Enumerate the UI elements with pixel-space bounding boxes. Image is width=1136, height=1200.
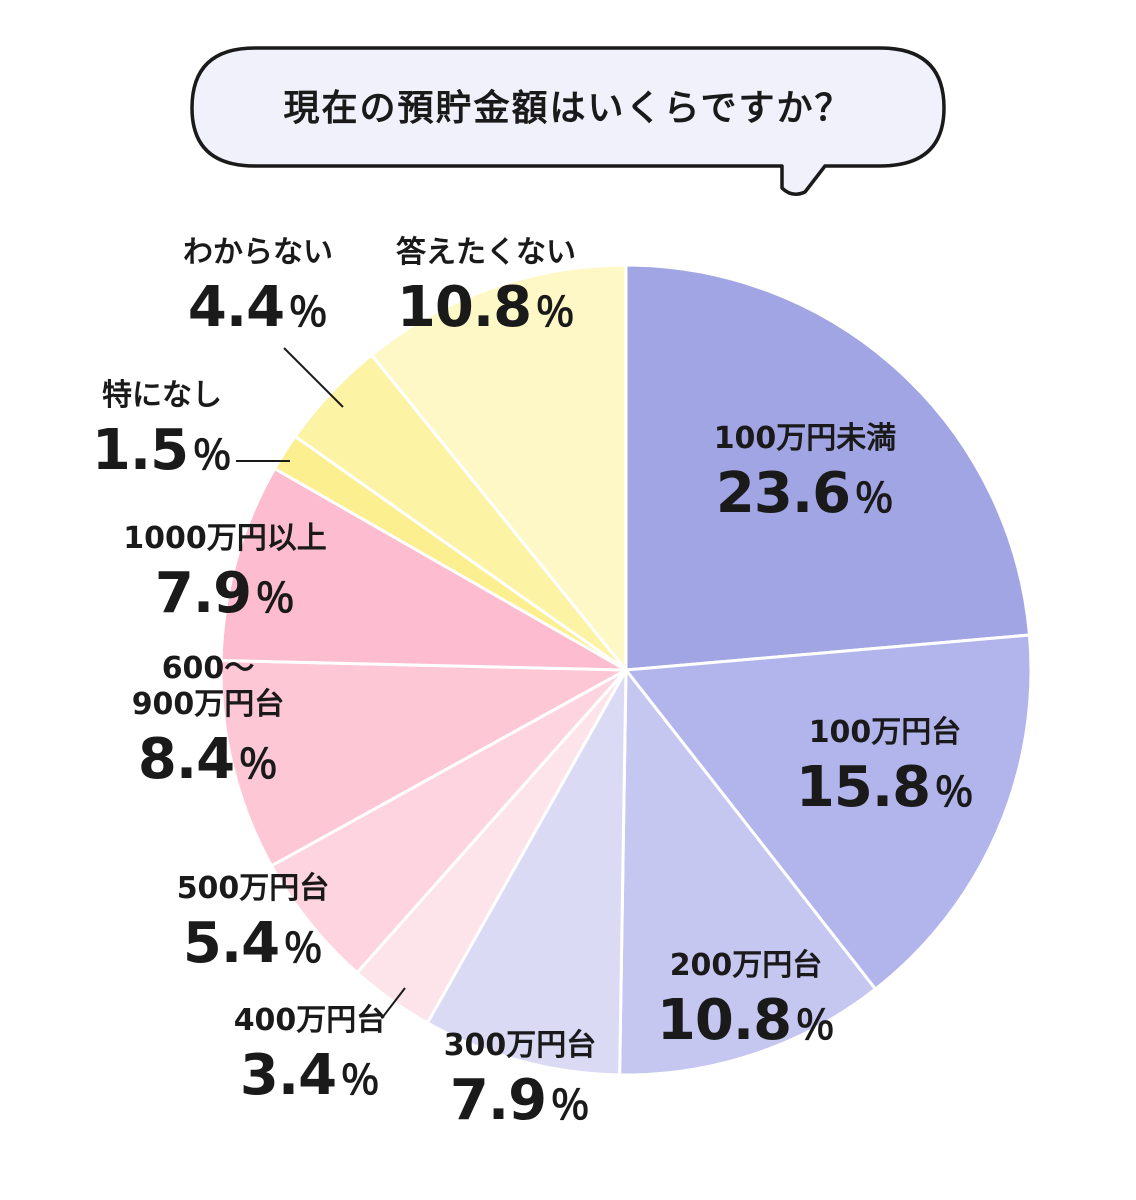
slice-value-3: 7.9 ％ [450,1068,590,1133]
slice-label-6: 600～ 900万円台 [132,651,285,722]
slice-label-8: 特になし [102,378,222,413]
slice-value-4: 3.4 ％ [240,1043,380,1108]
slice-label-0: 100万円未満 [714,421,897,456]
chart-title: 現在の預貯金額はいくらですか？ [284,87,853,129]
slice-value-7: 7.9 ％ [155,561,295,626]
slice-value-6: 8.4 ％ [138,727,278,792]
pie-slice-5 [270,668,628,975]
leader-line-4 [381,987,406,1019]
leader-line-9 [283,347,344,408]
slice-value-0: 23.6 ％ [716,461,894,526]
pie-slice-3 [425,668,628,1077]
pie-slice-2 [618,668,877,1077]
pie-slice-7 [219,467,628,672]
slice-value-5: 5.4 ％ [183,911,323,976]
slice-value-9: 4.4 ％ [188,275,328,340]
slice-value-1: 15.8 ％ [796,755,974,820]
slice-value-8: 1.5 ％ [92,418,232,483]
slice-label-5: 500万円台 [177,871,330,906]
pie-slice-1 [624,633,1033,991]
slice-label-1: 100万円台 [809,715,962,750]
slice-labels: 100万円未満 23.6 ％ 100万円台 15.8 ％ 200万円台 10.8 ％ 300万円台… [92,235,974,1133]
slice-value-2: 10.8 ％ [657,988,835,1053]
leader-lines [236,347,406,1019]
slice-label-3: 300万円台 [444,1028,597,1063]
pie-slice-10 [370,263,628,672]
slice-value-10: 10.8 ％ [397,275,575,340]
speech-bubble-shape [190,46,946,196]
title-bubble: 現在の預貯金額はいくらですか？ [190,46,946,196]
slice-label-2: 200万円台 [670,948,823,983]
pie-slice-6 [219,658,628,868]
slice-label-10: 答えたくない [396,235,576,270]
slice-label-7: 1000万円以上 [123,521,327,556]
slice-label-4: 400万円台 [234,1003,387,1038]
pie-slices [219,263,1033,1077]
pie-slice-0 [624,263,1031,672]
slice-label-9: わからない [183,235,333,270]
